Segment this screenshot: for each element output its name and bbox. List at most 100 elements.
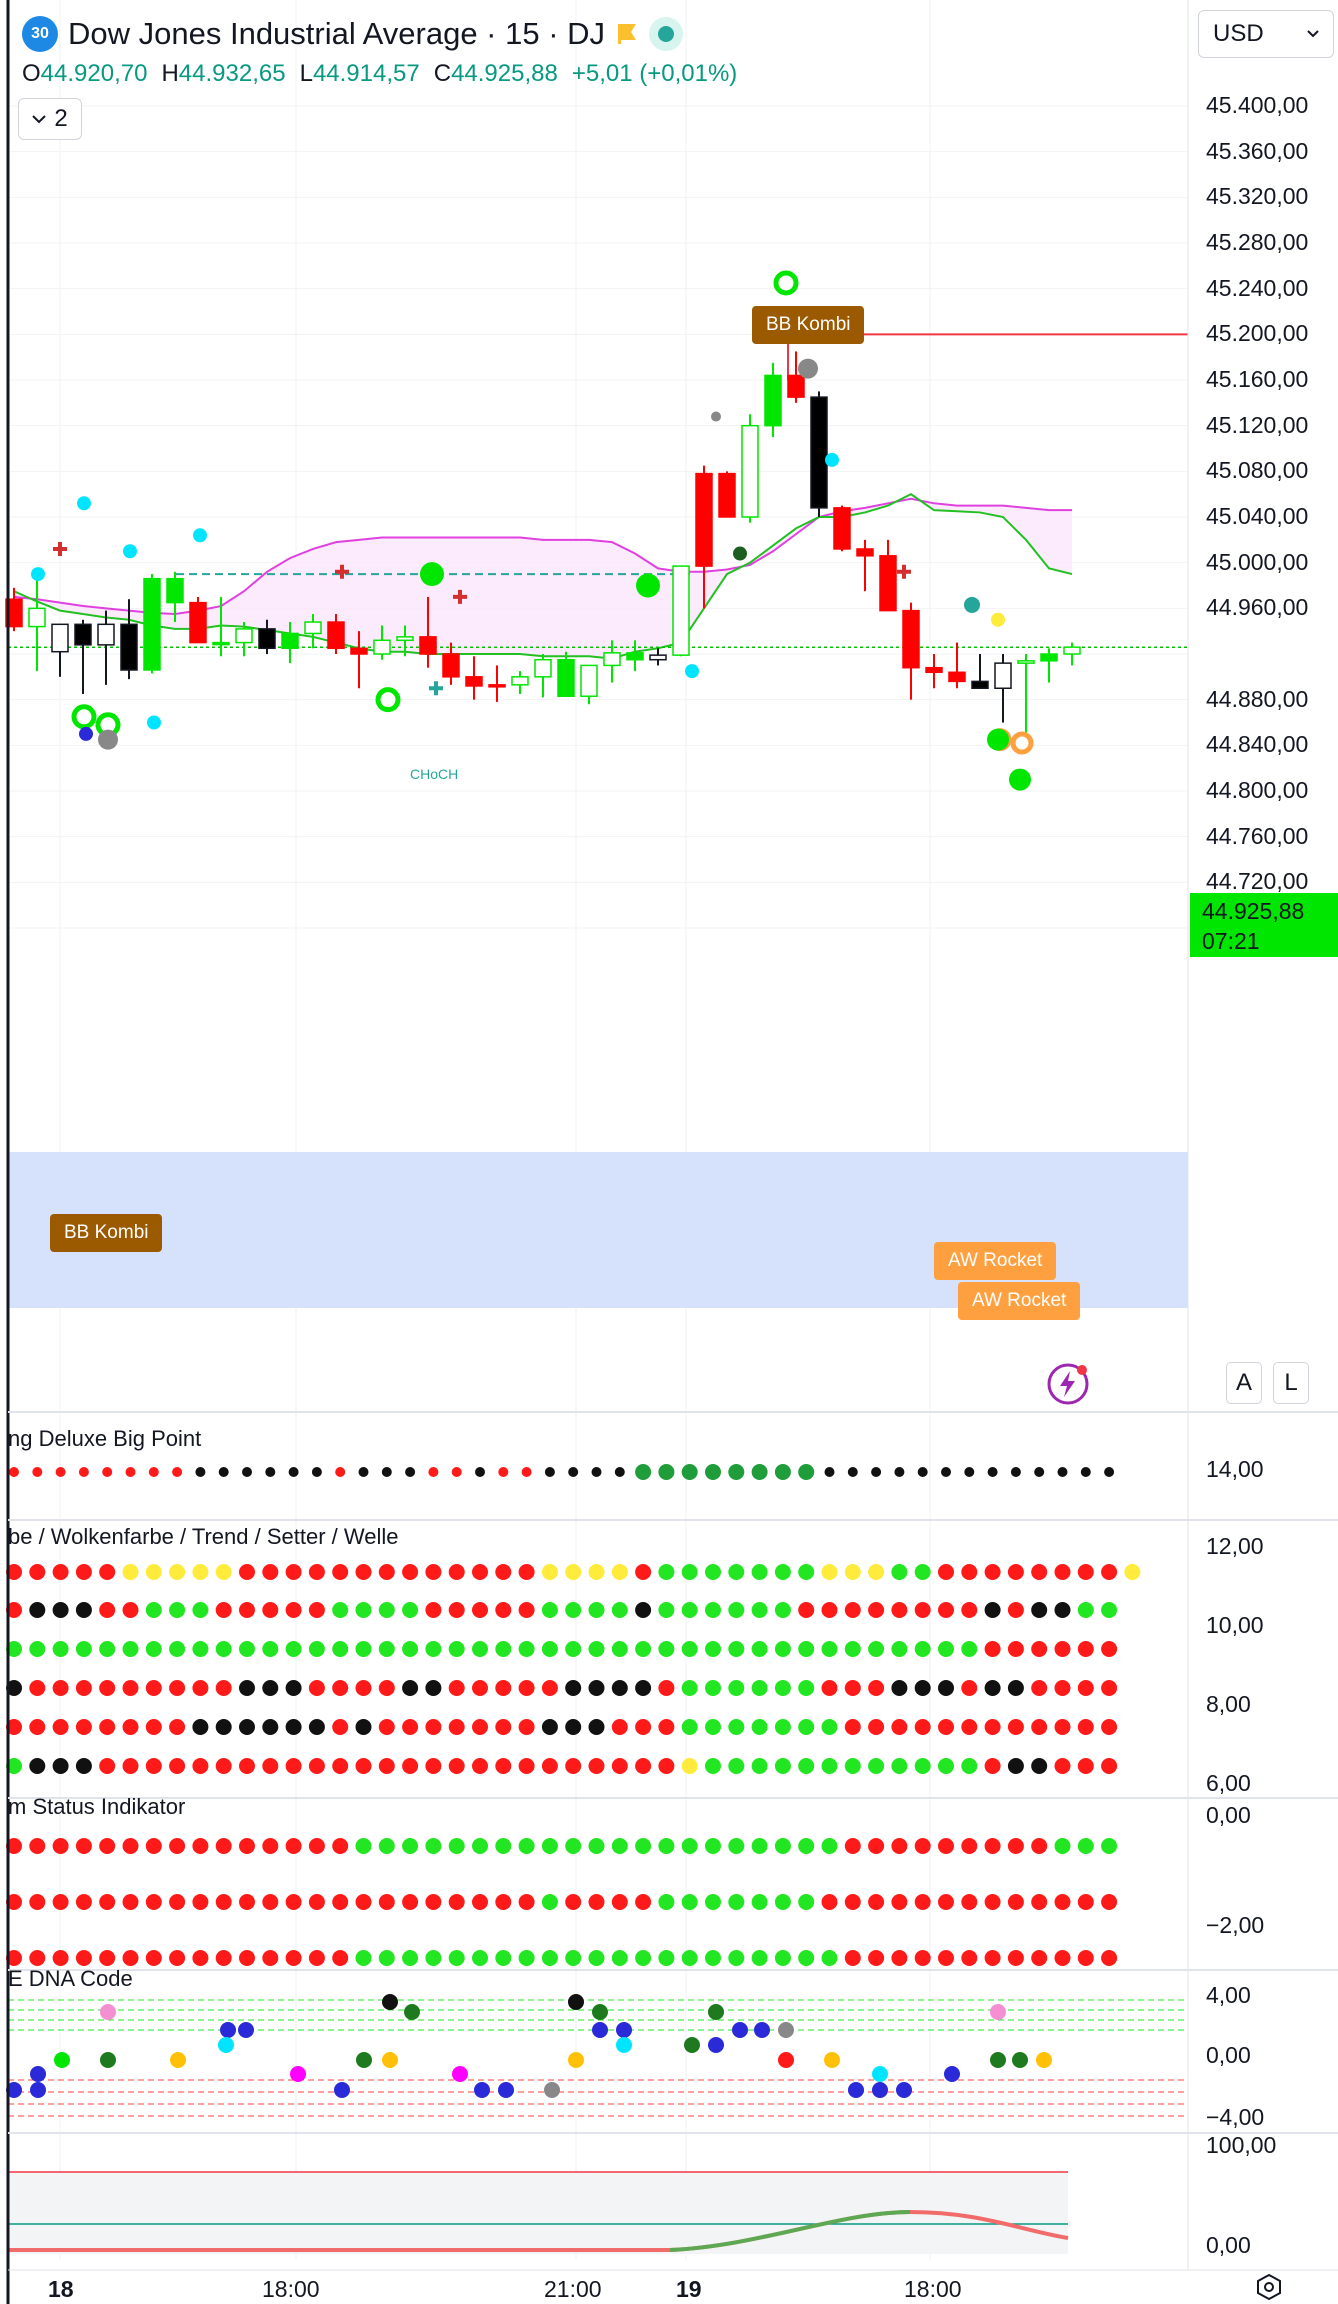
flag-icon[interactable] — [615, 22, 639, 46]
indicator-dot — [285, 1680, 302, 1696]
indicator-dot — [521, 1467, 532, 1477]
indicator-dot — [518, 1719, 535, 1735]
indicator-dot — [472, 1838, 488, 1854]
candle-body — [1040, 653, 1058, 662]
indicator-dot — [751, 1680, 768, 1696]
indicator-dot — [751, 1602, 768, 1618]
indicator-dot — [588, 1758, 605, 1774]
indicator-dot — [891, 1894, 908, 1910]
indicator-dot — [961, 1838, 978, 1854]
dna-dot — [290, 2066, 306, 2082]
indicator-dot — [728, 1641, 745, 1657]
indicator-dot — [308, 1564, 325, 1580]
indicator-dot — [1007, 1564, 1024, 1580]
candle-body — [74, 623, 92, 646]
indicator-dot — [1101, 1838, 1118, 1854]
indicator-dot — [705, 1464, 721, 1480]
indicator-dot — [868, 1602, 885, 1618]
indicator-dot — [614, 1467, 625, 1477]
indicator-dot — [1101, 1680, 1118, 1696]
indicator-dot — [102, 1467, 113, 1477]
indicator-dot — [1007, 1894, 1024, 1910]
indicator-dot — [844, 1838, 861, 1854]
indicator-dot — [355, 1758, 372, 1774]
signal-dot — [1009, 768, 1031, 791]
indicator-dot — [1104, 1467, 1115, 1477]
indicator-dot — [29, 1641, 46, 1657]
indicator-dot — [611, 1680, 628, 1696]
indicator-dot — [405, 1467, 416, 1477]
indicator-dot — [472, 1602, 488, 1618]
indicator-dot — [355, 1602, 372, 1618]
candle-body — [235, 628, 253, 644]
pane-axis-label: −4,00 — [1206, 2104, 1265, 2130]
indicator-dot — [681, 1564, 698, 1580]
candle-body — [994, 662, 1012, 690]
indicator-dot — [821, 1950, 838, 1966]
indicator-dot — [844, 1680, 861, 1696]
indicator-dot — [681, 1838, 698, 1854]
indicator-dot — [705, 1894, 721, 1910]
indicator-dot — [541, 1641, 558, 1657]
currency-select[interactable]: USD — [1198, 10, 1334, 58]
indicator-dot — [705, 1564, 721, 1580]
dna-dot — [474, 2082, 490, 2098]
indicator-dot — [518, 1838, 535, 1854]
auto-scale-button[interactable]: A — [1226, 1362, 1262, 1404]
indicator-dot — [914, 1758, 931, 1774]
indicator-dot — [378, 1894, 395, 1910]
symbol-title-bar[interactable]: 30 Dow Jones Industrial Average · 15 · D… — [22, 12, 684, 56]
indicator-collapse-button[interactable]: 2 — [18, 98, 82, 140]
indicator-dot — [751, 1464, 768, 1480]
indicator-dot — [1007, 1838, 1024, 1854]
indicator-dot — [308, 1894, 325, 1910]
indicator-dot — [844, 1564, 861, 1580]
indicator-dot — [6, 1602, 22, 1618]
symbol-title[interactable]: Dow Jones Industrial Average · 15 · DJ — [68, 16, 606, 51]
indicator-dot — [1007, 1680, 1024, 1696]
indicator-dot — [541, 1950, 558, 1966]
indicator-dot — [1054, 1838, 1071, 1854]
log-scale-button[interactable]: L — [1273, 1362, 1309, 1404]
indicator-dot — [472, 1564, 488, 1580]
live-dot-icon — [649, 17, 684, 51]
indicator-dot — [285, 1950, 302, 1966]
indicator-dot — [1101, 1719, 1118, 1735]
indicator-dot — [308, 1758, 325, 1774]
signal-markers — [31, 270, 1034, 791]
current-price-tag: 44.925,88 07:21 — [1190, 893, 1338, 957]
candle-body — [810, 396, 828, 509]
settings-hexagon-icon[interactable] — [1254, 2272, 1284, 2302]
lightning-icon[interactable] — [1046, 1362, 1090, 1406]
signal-dot — [964, 596, 980, 613]
dna-dot — [1012, 2052, 1028, 2068]
price-axis-label: 45.360,00 — [1206, 137, 1309, 164]
indicator-dot — [125, 1467, 136, 1477]
aw-rocket-label-1: AW Rocket — [934, 1242, 1057, 1280]
candle-body — [856, 548, 874, 557]
price-axis-label: 45.280,00 — [1206, 229, 1309, 255]
indicator-dot — [99, 1680, 116, 1696]
indicator-dot — [847, 1467, 858, 1477]
indicator-dot — [984, 1894, 1001, 1910]
indicator-dot — [122, 1641, 139, 1657]
signal-dot — [193, 528, 207, 543]
indicator-dot — [984, 1680, 1001, 1696]
indicator-dot — [1031, 1602, 1048, 1618]
candle-body — [281, 632, 299, 650]
indicator-dot — [658, 1894, 675, 1910]
indicator-dot — [332, 1680, 349, 1696]
indicator-dot — [588, 1564, 605, 1580]
indicator-dot — [145, 1680, 162, 1696]
indicator-dot — [541, 1564, 558, 1580]
indicator-dot — [938, 1894, 954, 1910]
indicator-dot — [798, 1719, 815, 1735]
low-value: 44.914,57 — [312, 60, 420, 87]
indicator-dot — [798, 1641, 815, 1657]
indicator-dot — [29, 1602, 46, 1618]
indicator-dot — [961, 1894, 978, 1910]
indicator-dot — [1101, 1641, 1118, 1657]
indicator-dot — [332, 1564, 349, 1580]
indicator-dot — [1010, 1467, 1021, 1477]
